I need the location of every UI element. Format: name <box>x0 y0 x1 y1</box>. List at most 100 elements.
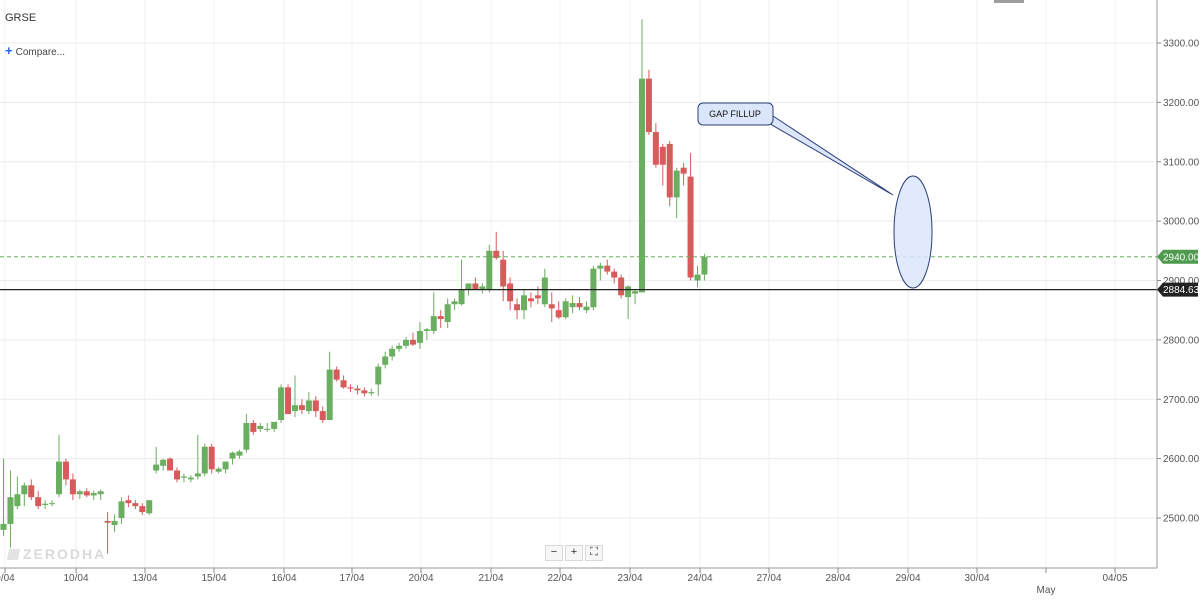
y-tick-label: 2900.00 <box>1163 276 1200 287</box>
candle-body <box>514 304 521 311</box>
candle-body <box>319 411 326 421</box>
x-tick-label: 15/04 <box>201 573 226 584</box>
callout-box <box>697 102 774 126</box>
candle-body <box>42 503 49 505</box>
y-tick-label: 3200.00 <box>1163 98 1200 109</box>
candle-body <box>451 301 458 305</box>
candle-body <box>104 520 111 523</box>
y-axis: 2500.00 2600.00 2700.00 2800.00 2900.00 3000.… <box>1156 0 1200 568</box>
candle-body <box>132 503 139 507</box>
candle-body <box>167 458 174 471</box>
candle-body <box>555 310 562 318</box>
candle-body <box>285 387 292 415</box>
candle-body <box>62 461 69 480</box>
y-tick-label: 3000.00 <box>1163 217 1200 228</box>
watermark-label: ZERODHA <box>23 546 107 562</box>
candle-body <box>90 493 97 496</box>
candle-body <box>493 250 500 258</box>
candle-body <box>76 491 83 495</box>
candle-body <box>437 316 444 320</box>
candle-body <box>701 256 708 275</box>
symbol-title: GRSE <box>5 12 37 24</box>
x-tick-label: 16/04 <box>271 573 296 584</box>
candle-body <box>652 132 659 165</box>
y-tick-label: 2800.00 <box>1163 335 1200 346</box>
zoom-out-button[interactable]: − <box>545 545 563 561</box>
crosshair-price-label: 2884.63 <box>1163 285 1200 296</box>
candle-body <box>291 405 298 412</box>
crosshair-price-badge: 2884.63 <box>1157 282 1200 297</box>
x-axis: 9/04 10/04 13/04 15/04 16/04 17/04 20/04 21/04 2… <box>0 567 1157 596</box>
y-tick-label: 3100.00 <box>1163 157 1200 168</box>
candle-body <box>347 387 354 389</box>
candle-body <box>382 356 389 365</box>
candle-body <box>208 446 215 470</box>
x-tick-label: 10/04 <box>63 573 88 584</box>
candle-body <box>645 78 652 133</box>
compare-button[interactable]: + Compare... <box>5 43 65 58</box>
candle-body <box>632 291 639 294</box>
candle-body <box>298 405 305 410</box>
current-price-badge: 2940.00 <box>1157 249 1200 264</box>
candle-body <box>160 459 167 466</box>
panel-resize-handle[interactable] <box>994 0 1024 3</box>
candle-body <box>305 400 312 412</box>
callout-label: GAP FILLUP <box>709 109 761 119</box>
candle-body <box>694 274 701 281</box>
candle-body <box>597 265 604 269</box>
candle-body <box>423 329 430 331</box>
candle-body <box>680 167 687 174</box>
candle-body <box>243 423 250 450</box>
candle-body <box>97 491 104 495</box>
candle-body <box>541 277 548 305</box>
candle-body <box>69 479 76 495</box>
candle-body <box>472 283 479 290</box>
candle-body <box>562 301 569 318</box>
x-tick-label: 20/04 <box>408 573 433 584</box>
y-tick-label: 2500.00 <box>1163 514 1200 525</box>
candle-body <box>548 304 555 309</box>
compare-label: Compare... <box>15 47 66 58</box>
candle-body <box>111 520 118 526</box>
candle-body <box>271 421 278 429</box>
zoom-in-button[interactable]: + <box>565 545 583 561</box>
candle-body <box>333 369 340 380</box>
candle-body <box>590 268 597 308</box>
candle-body <box>215 468 222 472</box>
fullscreen-button[interactable]: ⛶ <box>585 545 603 561</box>
candle-body <box>368 392 375 394</box>
candle-body <box>340 380 347 388</box>
candle-body <box>222 461 229 470</box>
candle-body <box>139 506 146 513</box>
zerodha-watermark: ZERODHA <box>6 546 107 562</box>
x-tick-label: 23/04 <box>617 573 642 584</box>
candle-body <box>687 176 694 278</box>
candle-body <box>354 388 361 391</box>
candle-body <box>403 339 410 346</box>
candle-body <box>236 451 243 456</box>
candle-body <box>604 265 611 272</box>
candle-body <box>326 369 333 421</box>
candle-body <box>507 283 514 302</box>
x-tick-label: 9/04 <box>0 573 15 584</box>
candle-body <box>180 476 187 478</box>
candle-body <box>396 345 403 349</box>
candle-body <box>257 425 264 429</box>
candle-body <box>35 497 42 507</box>
candle-body <box>458 289 465 305</box>
candle-body <box>375 366 382 385</box>
candle-body <box>125 500 132 504</box>
candle-body <box>28 485 35 498</box>
candle-body <box>430 316 437 331</box>
candle-body <box>361 390 368 394</box>
x-tick-label: 29/04 <box>895 573 920 584</box>
x-tick-label: 04/05 <box>1102 573 1127 584</box>
candle-body <box>576 303 583 308</box>
candle-body <box>229 452 236 459</box>
candle-body <box>56 461 63 495</box>
candle-body <box>153 464 160 471</box>
candle-body <box>174 470 180 480</box>
gap-ellipse <box>893 175 933 289</box>
candles <box>0 19 708 554</box>
